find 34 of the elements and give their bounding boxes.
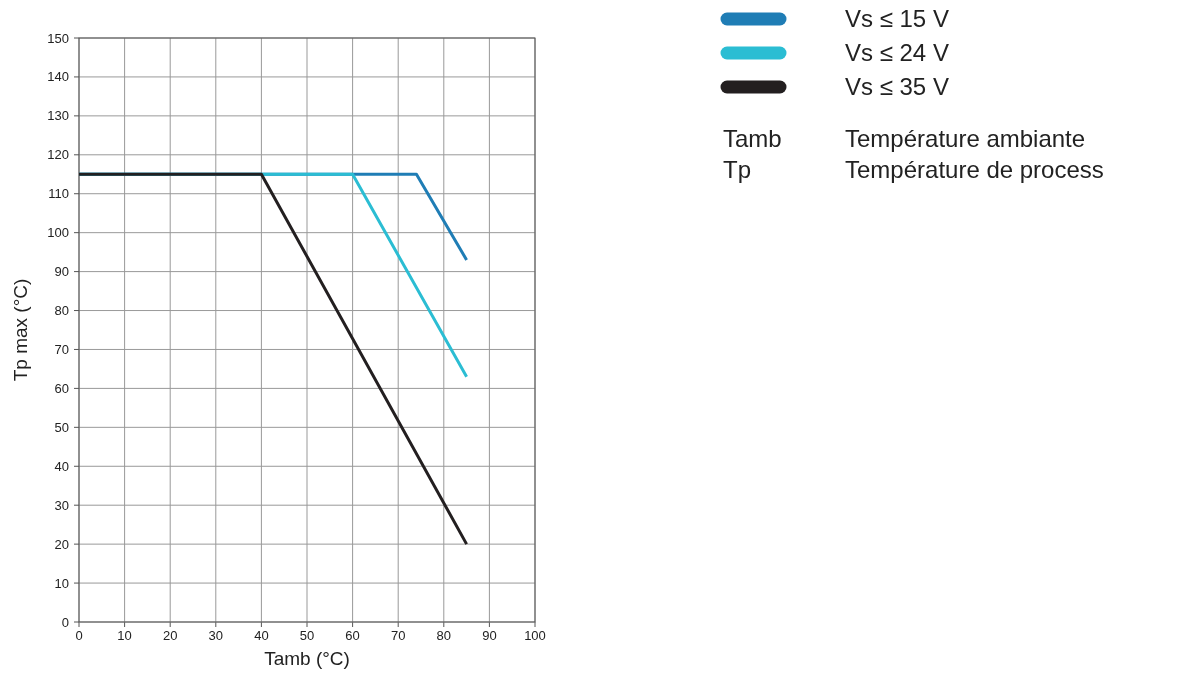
y-tick-label: 120 [47,147,69,163]
y-tick-label: 50 [54,419,69,435]
x-tick-label: 80 [436,628,452,643]
text: Vs ≤ 15 V [845,5,949,32]
y-tick-label: 20 [54,536,69,552]
y-tick-label: 80 [54,303,69,319]
y-tick-label: 90 [54,264,69,280]
y-tick-label: 100 [47,225,69,241]
text: Tp Température de process [723,156,1104,183]
text: Tamb Température ambiante [723,125,1086,152]
text: Vs ≤ 24 V [845,39,949,66]
x-tick-label: 70 [390,628,406,643]
y-tick-label: 40 [54,458,69,474]
x-tick-label: 20 [162,628,178,643]
y-tick-label: 130 [47,108,69,124]
y-tick-label: 60 [54,380,69,396]
x-tick-label: 60 [345,628,360,643]
x-tick-label: 50 [299,628,315,643]
x-tick-label: 0 [75,628,83,643]
y-tick-label: 30 [54,497,69,513]
x-tick-label: 100 [524,628,546,643]
x-tick-label: 10 [117,628,132,643]
x-tick-label: 90 [482,628,497,643]
text: Vs ≤ 35 V [845,73,949,100]
y-tick-label: 110 [48,186,69,202]
x-axis-title: Tamb (°C) [264,648,350,669]
x-tick-label: 40 [254,628,269,643]
x-tick-label: 30 [208,628,224,643]
y-tick-label: 10 [54,575,69,591]
y-tick-label: 0 [61,614,69,630]
y-axis-title: Tp max (°C) [10,278,31,382]
y-tick-label: 150 [47,30,69,46]
y-tick-label: 70 [54,341,69,357]
y-tick-label: 140 [47,69,69,85]
